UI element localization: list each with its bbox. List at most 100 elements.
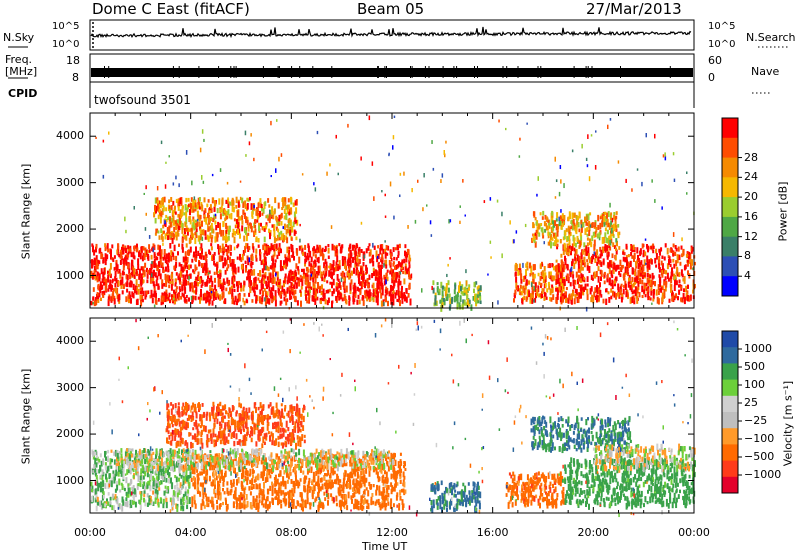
scatter-cell [391,485,394,493]
scatter-cell [102,293,105,298]
scatter-cell [216,268,218,275]
scatter-cell [643,259,646,266]
scatter-cell [539,264,542,270]
scatter-cell [582,290,585,296]
velocity-panel [90,318,696,518]
scatter-cell [266,265,269,271]
scatter-cell [552,266,555,271]
sparse-echo [202,180,205,184]
scatter-cell [163,490,166,496]
sparse-echo [299,223,301,227]
sparse-echo [329,163,331,167]
scatter-cell [229,256,231,263]
scatter-cell [204,453,207,457]
scatter-cell [189,246,192,253]
scatter-cell [596,261,599,266]
scatter-cell [401,266,404,271]
sparse-echo [445,140,447,144]
scatter-cell [217,248,220,255]
scatter-cell [524,283,527,290]
scatter-cell [349,461,352,467]
scatter-cell [278,281,280,286]
sparse-echo [152,247,155,253]
scatter-cell [289,219,292,227]
scatter-cell [95,505,98,512]
scatter-cell [269,278,272,283]
scatter-cell [620,296,623,303]
sparse-echo [156,186,159,191]
scatter-cell [164,485,167,489]
scatter-cell [135,468,138,475]
scatter-cell [259,296,261,304]
scatter-cell [159,252,162,260]
scatter-cell [195,246,197,254]
scatter-cell [252,282,255,288]
scatter-cell [158,209,161,213]
scatter-cell [162,498,165,505]
scatter-cell [591,277,594,281]
scatter-cell [217,221,220,228]
scatter-cell [192,216,195,222]
scatter-cell [321,274,324,280]
scatter-cell [667,255,670,259]
scatter-cell [659,276,662,283]
scatter-cell [125,296,128,303]
scatter-cell [466,294,469,301]
sparse-echo [95,136,97,139]
scatter-cell [282,280,285,286]
scatter-cell [267,247,270,255]
scatter-cell [312,460,315,465]
scatter-cell [535,233,538,240]
scatter-cell [384,248,387,254]
scatter-cell [379,286,382,294]
scatter-cell [192,482,195,487]
scatter-cell [160,228,163,234]
scatter-cell [348,245,351,250]
scatter-cell [185,471,188,477]
scatter-cell [241,481,244,489]
scatter-cell [320,300,322,305]
scatter-cell [580,264,583,268]
scatter-cell [615,249,618,255]
scatter-cell [631,245,634,253]
scatter-cell [589,257,591,264]
scatter-cell [157,244,160,250]
scatter-cell [100,460,103,467]
sparse-echo [201,236,204,242]
scatter-cell [170,236,173,240]
scatter-cell [347,253,350,260]
scatter-cell [568,234,571,241]
scatter-cell [268,217,271,224]
scatter-cell [177,206,180,211]
scatter-cell [146,460,149,465]
scatter-cell [127,253,130,258]
scatter-cell [273,296,276,301]
scatter-cell [360,272,363,276]
scatter-cell [107,449,110,454]
scatter-cell [542,234,545,239]
scatter-cell [531,285,534,290]
scatter-cell [286,224,289,228]
scatter-cell [343,288,346,294]
scatter-cell [153,212,156,218]
scatter-cell [354,293,357,298]
scatter-cell [276,254,279,260]
scatter-cell [597,214,600,222]
scatter-cell [200,288,202,296]
scatter-cell [651,280,654,285]
scatter-cell [147,290,150,295]
scatter-cell [310,265,313,272]
scatter-cell [299,274,302,278]
scatter-cell [114,449,117,457]
scatter-cell [389,292,392,296]
scatter-cell [355,478,358,486]
scatter-cell [323,491,326,496]
scatter-cell [115,464,118,471]
scatter-cell [145,251,147,258]
scatter-cell [689,294,692,301]
scatter-cell [644,285,647,289]
scatter-cell [216,232,219,238]
scatter-cell [128,273,131,280]
scatter-cell [641,243,644,249]
scatter-cell [610,263,613,268]
